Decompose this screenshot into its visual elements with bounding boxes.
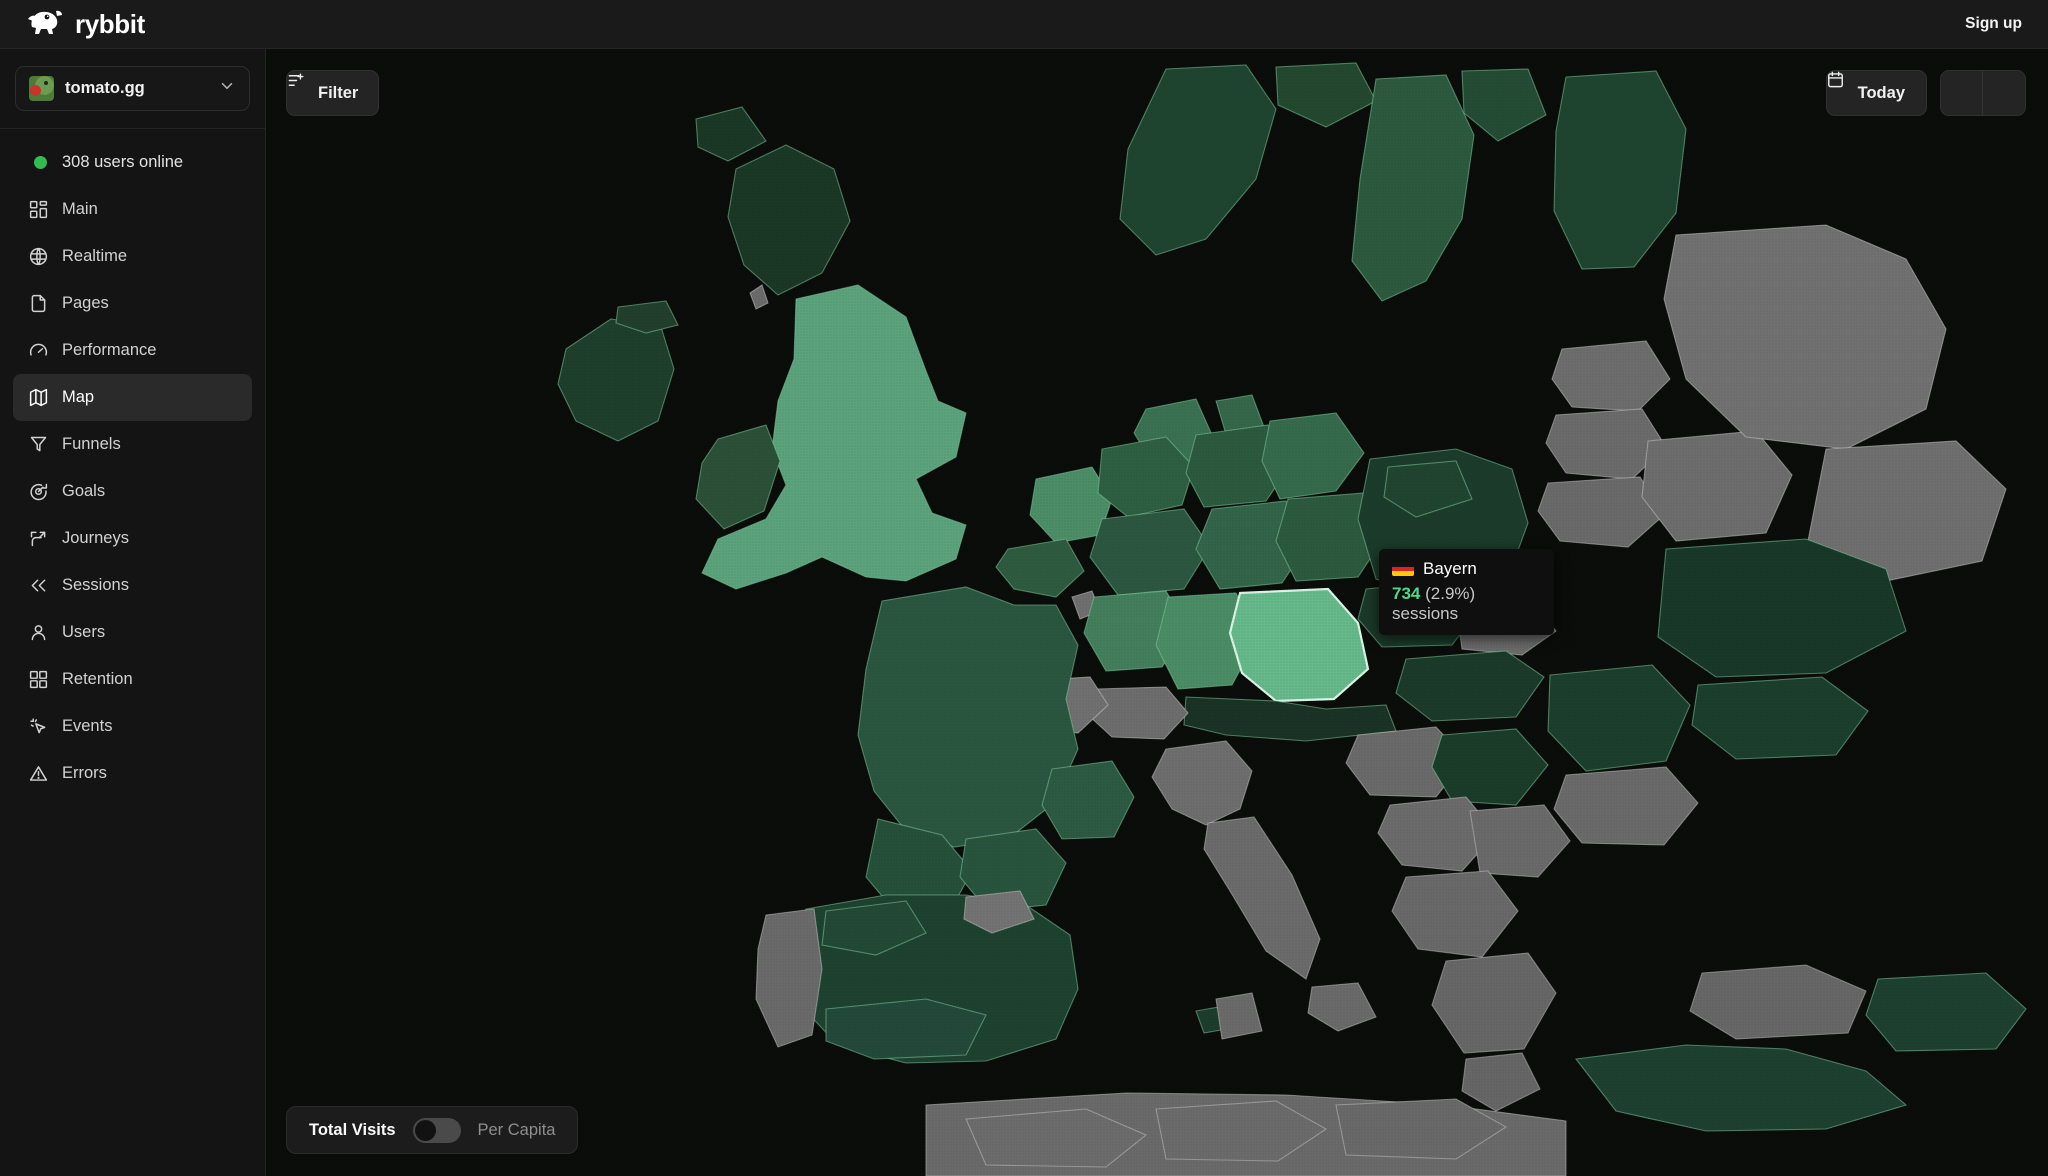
target-icon <box>27 481 49 503</box>
online-users-label: 308 users online <box>62 153 184 171</box>
sidebar-item-label: Pages <box>62 294 109 312</box>
sidebar-item-main[interactable]: Main <box>13 186 252 233</box>
sidebar-divider <box>0 128 265 129</box>
sidebar-item-label: Sessions <box>62 576 129 594</box>
prev-period-button[interactable] <box>1941 71 1983 115</box>
gauge-icon <box>27 340 49 362</box>
sidebar-item-users[interactable]: Users <box>13 609 252 656</box>
sidebar-item-label: Funnels <box>62 435 121 453</box>
metric-mode-toggle: Total Visits Per Capita <box>286 1106 579 1154</box>
alert-triangle-icon <box>27 763 49 785</box>
mouse-pointer-click-icon <box>27 716 49 738</box>
date-range-button[interactable]: Today <box>1825 70 1927 116</box>
chevron-down-icon <box>218 77 236 100</box>
sidebar-item-goals[interactable]: Goals <box>13 468 252 515</box>
region-tooltip: Bayern 734 (2.9%) sessions <box>1379 549 1554 635</box>
tomato-dino-favicon-icon <box>29 76 54 101</box>
brand-name: rybbit <box>75 8 145 39</box>
total-visits-label[interactable]: Total Visits <box>309 1120 396 1139</box>
brand-logo[interactable]: rybbit <box>26 7 145 42</box>
chevron-right-icon <box>1940 70 2026 116</box>
sidebar-item-pages[interactable]: Pages <box>13 280 252 327</box>
sidebar-item-label: Goals <box>62 482 106 500</box>
filter-button[interactable]: Filter <box>286 70 380 116</box>
user-icon <box>27 622 49 644</box>
date-range-controls: Today <box>1825 70 2026 116</box>
route-split-icon <box>27 528 49 550</box>
top-header-bar: rybbit Sign up <box>0 0 2048 49</box>
filter-label: Filter <box>318 83 359 102</box>
tooltip-region-name: Bayern <box>1423 559 1477 578</box>
date-range-label: Today <box>1857 83 1905 102</box>
sidebar-item-label: Errors <box>62 764 107 782</box>
sidebar-item-label: Realtime <box>62 247 128 265</box>
choropleth-map[interactable]: Filter Today Bayern 734 (2.9% <box>266 49 2048 1176</box>
next-period-button[interactable] <box>1983 71 2025 115</box>
tooltip-header: Bayern <box>1392 559 1541 579</box>
date-nav-arrows <box>1940 70 2026 116</box>
rybbit-frog-logo-icon <box>26 7 66 42</box>
sign-up-link[interactable]: Sign up <box>1965 15 2022 32</box>
tooltip-stats: 734 (2.9%) sessions <box>1392 584 1541 624</box>
sidebar-item-label: Main <box>62 200 98 218</box>
sidebar-item-realtime[interactable]: Realtime <box>13 233 252 280</box>
file-icon <box>27 293 49 315</box>
sidebar-item-label: Events <box>62 717 113 735</box>
rewind-icon <box>27 575 49 597</box>
de-flag-icon <box>1392 562 1414 576</box>
sidebar-item-performance[interactable]: Performance <box>13 327 252 374</box>
map-regions-svg <box>266 49 2048 1176</box>
sidebar-item-label: Performance <box>62 341 157 359</box>
switch-knob <box>414 1119 436 1141</box>
tooltip-percent-label: (2.9%) sessions <box>1392 584 1476 623</box>
sidebar-nav: 308 users online Main Realtime Pages Per <box>0 129 265 797</box>
globe-icon <box>27 246 49 268</box>
grid-icon <box>27 669 49 691</box>
sidebar-item-map[interactable]: Map <box>13 374 252 421</box>
sidebar-item-label: Map <box>62 388 95 406</box>
online-dot-icon <box>27 152 49 174</box>
per-capita-switch[interactable] <box>412 1117 461 1143</box>
per-capita-label[interactable]: Per Capita <box>477 1120 556 1139</box>
online-users-status: 308 users online <box>13 139 252 186</box>
map-icon <box>27 387 49 409</box>
site-selector[interactable]: tomato.gg <box>15 66 250 111</box>
sidebar: tomato.gg 308 users online Main Realtime <box>0 49 266 1176</box>
layout-dashboard-icon <box>27 199 49 221</box>
sidebar-item-events[interactable]: Events <box>13 703 252 750</box>
sidebar-item-label: Users <box>62 623 106 641</box>
site-name: tomato.gg <box>65 79 145 97</box>
sidebar-item-sessions[interactable]: Sessions <box>13 562 252 609</box>
sidebar-item-funnels[interactable]: Funnels <box>13 421 252 468</box>
sidebar-item-label: Journeys <box>62 529 129 547</box>
sidebar-item-label: Retention <box>62 670 133 688</box>
sidebar-item-retention[interactable]: Retention <box>13 656 252 703</box>
sidebar-item-errors[interactable]: Errors <box>13 750 252 797</box>
sidebar-item-journeys[interactable]: Journeys <box>13 515 252 562</box>
tooltip-sessions-value: 734 <box>1392 584 1421 603</box>
funnel-icon <box>27 434 49 456</box>
